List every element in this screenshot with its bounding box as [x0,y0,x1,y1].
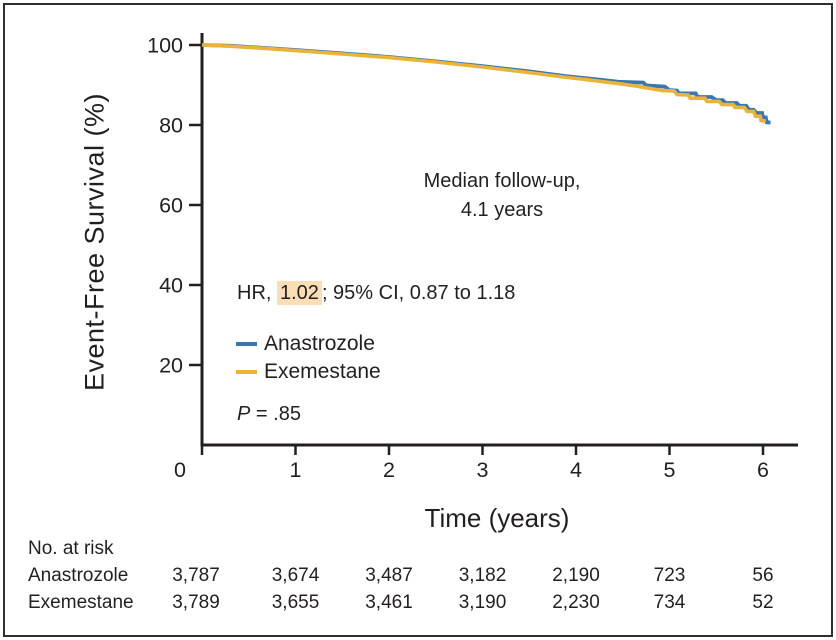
y-tick-label: 60 [159,194,183,218]
legend: Anastrozole Exemestane [236,330,381,386]
risk-count-cell: 52 [752,592,774,613]
risk-count-cell: 3,787 [172,565,220,586]
risk-count-cell: 3,461 [365,592,413,613]
anastrozole-line-swatch [236,342,257,346]
x-axis-title: Time (years) [424,503,570,533]
risk-row-label-exemestane: Exemestane [28,592,134,613]
x-tick-label: 0 [174,458,186,482]
x-tick-label: 3 [477,458,489,482]
median-followup-line2: 4.1 years [460,199,544,221]
x-tick-label: 4 [570,458,582,482]
x-tick-label: 5 [664,458,676,482]
risk-count-cell: 3,655 [271,592,320,613]
median-followup-line1: Median follow-up, [423,170,581,192]
hr-value-highlight: 1.02 [277,281,322,305]
y-tick-label: 20 [159,354,183,378]
hr-prefix: HR, [237,282,277,304]
risk-count-cell: 734 [653,592,686,613]
p-value-annotation: P = .85 [237,403,301,426]
legend-label-anastrozole: Anastrozole [264,332,375,355]
median-followup-annotation: Median follow-up, 4.1 years [424,167,581,225]
risk-count-cell: 2,190 [552,565,600,586]
risk-count-cell: 2,230 [552,592,600,613]
legend-label-exemestane: Exemestane [264,360,381,383]
risk-count-cell: 56 [752,565,774,586]
hr-suffix: ; 95% CI, 0.87 to 1.18 [321,282,516,304]
risk-count-cell: 3,487 [365,565,413,586]
risk-count-cell: 3,190 [458,592,507,613]
exemestane-line-swatch [236,370,257,374]
p-label: P [237,403,251,425]
x-tick-label: 6 [757,458,769,482]
hazard-ratio-annotation: HR, 1.02; 95% CI, 0.87 to 1.18 [237,281,516,305]
curve-exemestane [201,43,766,123]
curve-anastrozole [201,43,771,125]
y-tick-label: 100 [147,34,183,58]
risk-table-title: No. at risk [28,538,114,559]
y-tick-label: 80 [159,114,183,138]
y-tick-label: 40 [159,274,183,298]
risk-count-cell: 3,674 [271,565,320,586]
legend-item-exemestane: Exemestane [236,358,381,386]
x-tick-label: 1 [290,458,302,482]
risk-row-label-anastrozole: Anastrozole [28,565,129,586]
x-tick-label: 2 [383,458,395,482]
legend-item-anastrozole: Anastrozole [236,330,381,358]
risk-count-cell: 3,182 [458,565,507,586]
p-value: = .85 [250,403,301,425]
y-axis-title: Event-Free Survival (%) [79,92,110,392]
risk-count-cell: 3,789 [172,592,220,613]
risk-count-cell: 723 [653,565,686,586]
